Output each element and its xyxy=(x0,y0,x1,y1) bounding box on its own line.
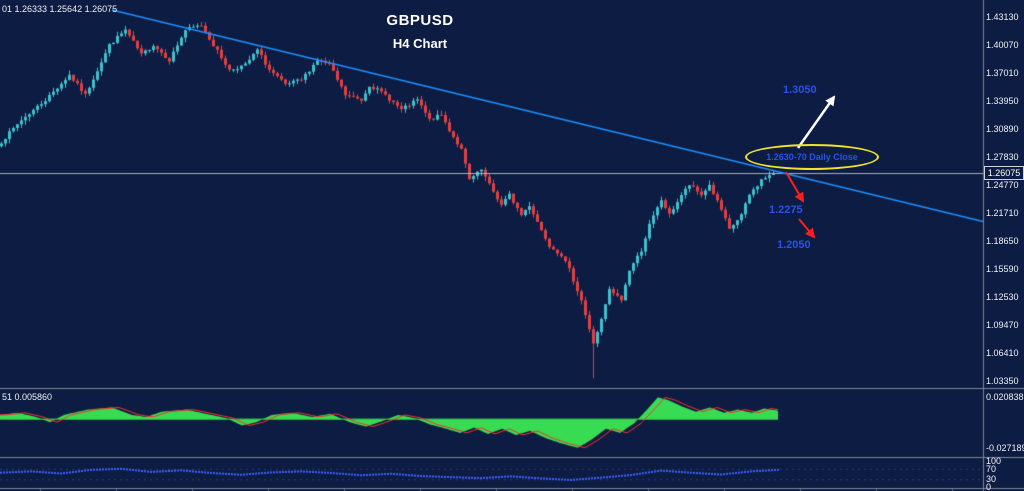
price-chart-canvas[interactable] xyxy=(0,0,1024,491)
mt4-chart-window: 01 1.26333 1.25642 1.26075 GBPUSD H4 Cha… xyxy=(0,0,1024,491)
